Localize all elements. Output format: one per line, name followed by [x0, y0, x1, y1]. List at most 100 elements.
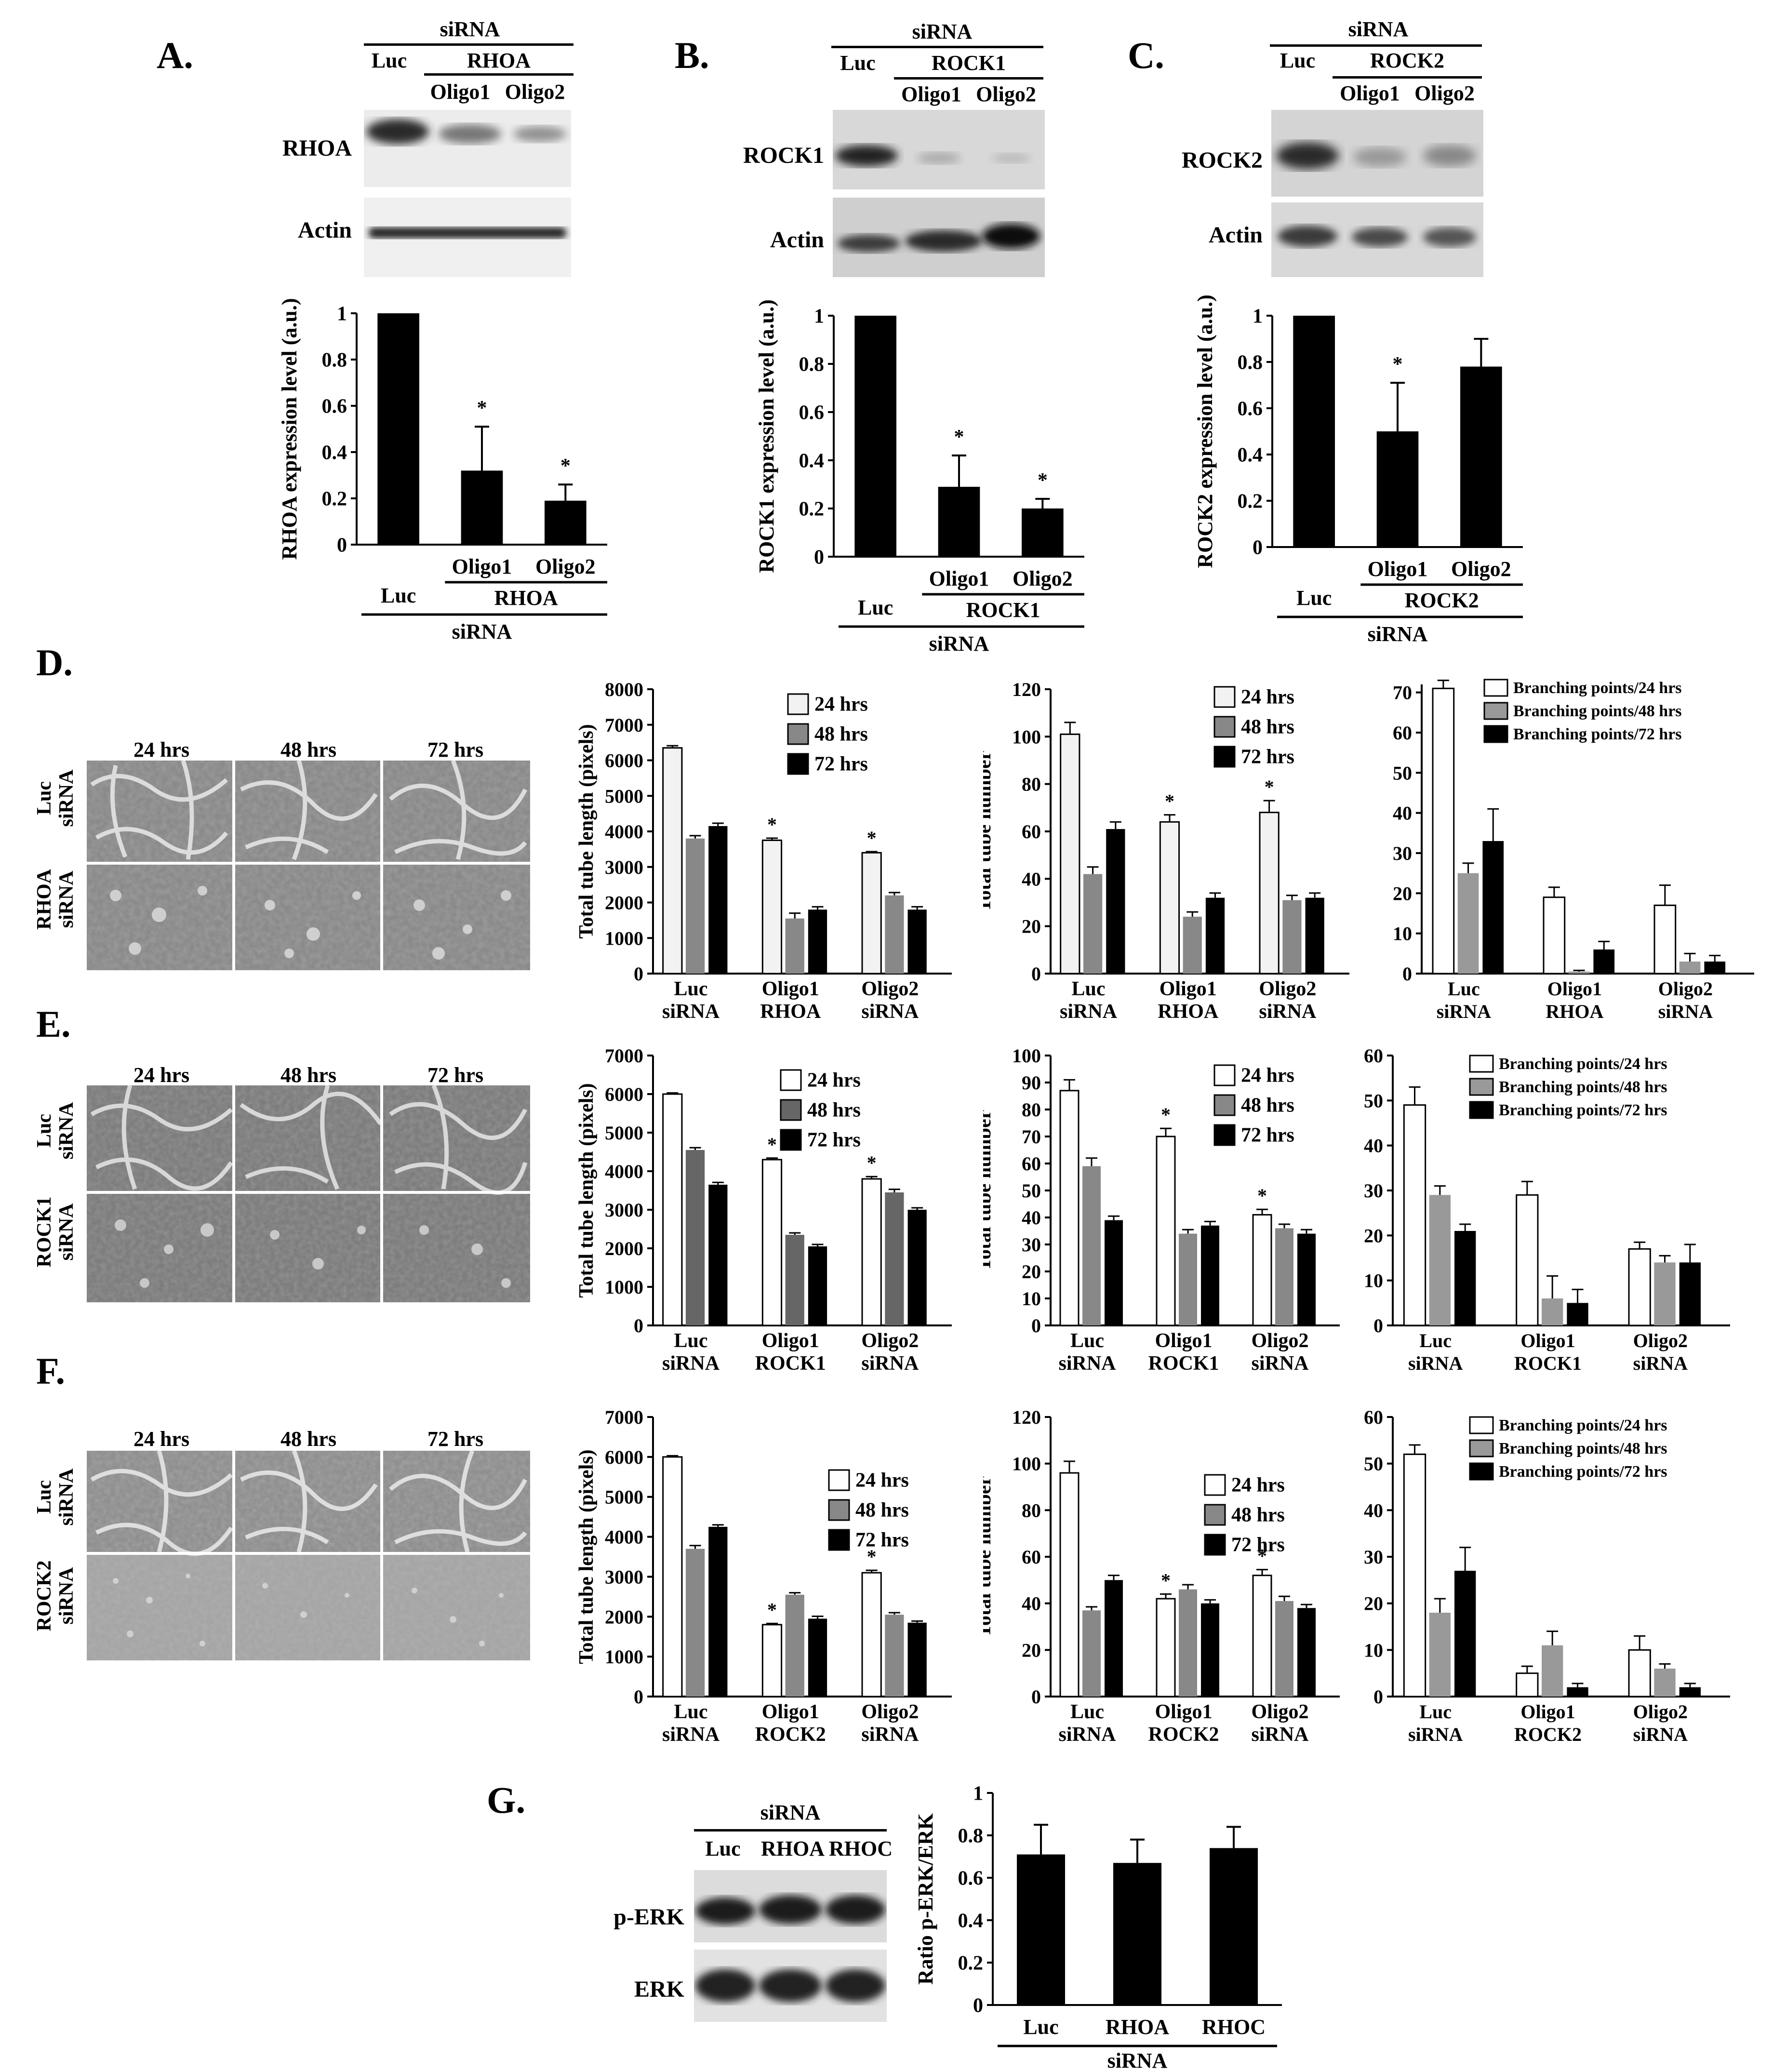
- legend-label: 72 hrs: [855, 1529, 909, 1551]
- y-tick-label: 30: [1022, 1234, 1041, 1256]
- legend-swatch: [1213, 1124, 1236, 1146]
- y-tick-label: 2000: [605, 1606, 643, 1628]
- legend-label: 24 hrs: [1241, 1064, 1294, 1086]
- x-category-label: ROCK2: [755, 1724, 826, 1746]
- bar-chart-tube-length-d: 0 1000 2000 3000 4000 5000 6000 7000 8000 Total t…: [575, 679, 952, 1023]
- bar: [785, 1235, 804, 1325]
- y-axis-label: Total tube number: [983, 751, 995, 912]
- panel-label-c: C.: [1128, 34, 1164, 76]
- bar: [885, 1192, 904, 1325]
- bar: [685, 1549, 705, 1697]
- y-tick-label: 80: [1022, 774, 1041, 795]
- legend-swatch: [1204, 1474, 1226, 1496]
- timepoint-label: 24 hrs: [133, 738, 190, 762]
- bar: [685, 838, 705, 974]
- x-group-label: siRNA: [1368, 622, 1428, 646]
- x-category-label: ROCK1: [1148, 1352, 1219, 1375]
- x-category-label: Oligo2: [1633, 1330, 1688, 1351]
- y-tick-label: 0.6: [799, 402, 825, 424]
- bar: [545, 500, 587, 545]
- x-category-label: Luc: [674, 978, 708, 1000]
- bar: [1593, 949, 1615, 974]
- legend-label: Branching points/72 hrs: [1499, 1101, 1667, 1119]
- significance-star: *: [1161, 1104, 1171, 1125]
- y-axis-label: Total tube length (pixels): [575, 1449, 598, 1664]
- timepoint-label: 72 hrs: [427, 1427, 484, 1451]
- legend-swatch: [780, 1069, 802, 1091]
- x-category-label: Oligo1: [929, 567, 989, 590]
- y-tick-label: 90: [1022, 1072, 1041, 1094]
- y-tick-label: 20: [1022, 916, 1041, 937]
- legend-swatch: [1204, 1504, 1226, 1526]
- y-axis-label: Total tube length (pixels): [575, 1083, 598, 1297]
- blot-header-rule: [364, 43, 573, 46]
- y-tick-label: 20: [1022, 1261, 1041, 1283]
- y-tick-label: 1: [1253, 306, 1263, 328]
- legend-swatch: [828, 1529, 850, 1551]
- x-category-label: siRNA: [1437, 1001, 1491, 1022]
- blot-header-sirna: siRNA: [440, 17, 500, 41]
- bar-chart-tube-length-e: 0 1000 2000 3000 4000 5000 6000 7000 Total tube …: [575, 1045, 952, 1375]
- x-category-label: Oligo2: [861, 978, 919, 1000]
- y-tick-label: 20: [1393, 882, 1412, 904]
- x-category-label: Oligo1: [1155, 1330, 1212, 1352]
- bar: [1252, 1575, 1272, 1698]
- x-category-label: Luc: [1070, 1701, 1104, 1723]
- significance-star: *: [1393, 353, 1403, 375]
- western-blot-erk: [694, 1950, 887, 2022]
- y-tick-label: 0: [634, 1315, 643, 1337]
- y-tick-label: 60: [1364, 1406, 1383, 1428]
- bar: [1275, 1601, 1293, 1697]
- y-tick-label: 40: [1393, 802, 1412, 824]
- x-category-label: siRNA: [1058, 1352, 1116, 1375]
- bar: [1210, 1848, 1258, 2005]
- legend-swatch: [1213, 1094, 1236, 1116]
- bar: [708, 1185, 728, 1325]
- x-category-label: siRNA: [1251, 1724, 1309, 1746]
- x-category-label: siRNA: [1658, 1001, 1713, 1022]
- y-tick-label: 50: [1022, 1180, 1041, 1202]
- western-blot-rock1: [833, 110, 1045, 189]
- bar: [1482, 841, 1504, 974]
- legend-swatch: [780, 1099, 802, 1121]
- y-tick-label: 0.8: [799, 354, 825, 376]
- x-group-label: ROCK2: [1405, 588, 1479, 612]
- legend-swatch: [828, 1469, 850, 1491]
- legend-swatch: [1469, 1439, 1494, 1457]
- y-tick-label: 0: [973, 1995, 983, 2017]
- bar: [1516, 1194, 1539, 1326]
- bar: [1628, 1248, 1651, 1326]
- x-group-label: siRNA: [929, 632, 989, 655]
- y-tick-label: 5000: [605, 785, 643, 807]
- y-tick-label: 30: [1364, 1546, 1383, 1568]
- bar: [885, 895, 904, 974]
- y-tick-label: 50: [1393, 762, 1412, 784]
- row-label-knockdown: ROCK1 siRNA: [33, 1196, 78, 1268]
- legend-label: 24 hrs: [855, 1469, 909, 1491]
- y-axis-label: Ratio p-ERK/ERK: [914, 1813, 937, 1985]
- x-category-label: siRNA: [662, 1352, 720, 1375]
- blot-header-rule: [694, 1829, 887, 1831]
- y-tick-label: 0: [634, 963, 643, 985]
- bar: [1653, 904, 1677, 975]
- y-tick-label: 40: [1022, 1207, 1041, 1229]
- x-category-label: siRNA: [662, 1001, 720, 1023]
- bar: [1654, 1262, 1676, 1325]
- bar: [1259, 812, 1280, 975]
- legend-label: 24 hrs: [1241, 686, 1294, 708]
- x-category-label: RHOA: [1546, 1001, 1603, 1022]
- bar: [1542, 1298, 1563, 1325]
- legend-label: Branching points/72 hrs: [1513, 725, 1682, 743]
- row-label-control: Luc siRNA: [33, 769, 78, 827]
- x-category-label: siRNA: [1259, 1001, 1317, 1023]
- bar: [1201, 1225, 1219, 1325]
- significance-star: *: [1257, 1185, 1267, 1206]
- legend-swatch: [787, 723, 809, 745]
- legend-label: 24 hrs: [814, 693, 868, 715]
- legend-label: Branching points/24 hrs: [1499, 1417, 1667, 1434]
- legend-swatch: [780, 1129, 802, 1151]
- y-tick-label: 0.4: [958, 1910, 984, 1932]
- x-category-label: Oligo1: [762, 1330, 819, 1352]
- y-tick-label: 2000: [605, 892, 643, 914]
